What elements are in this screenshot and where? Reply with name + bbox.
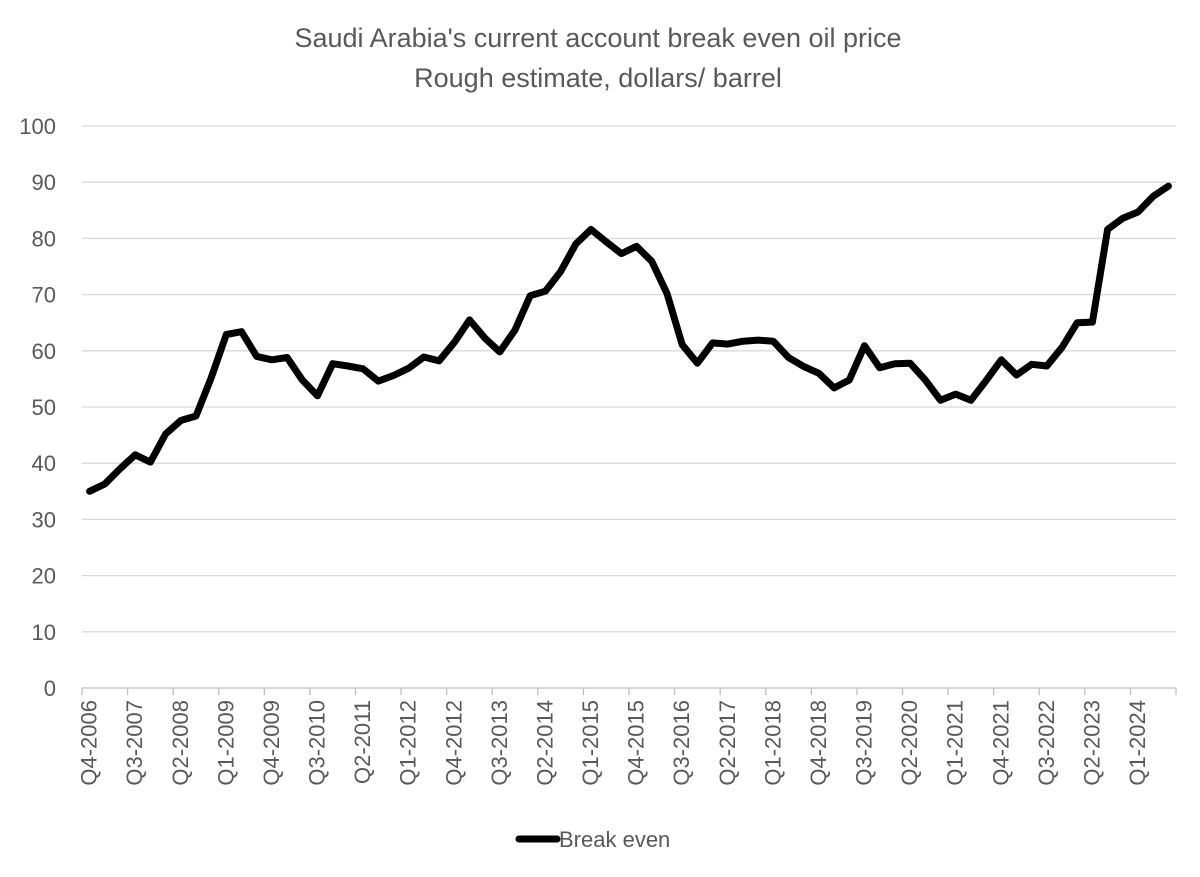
y-tick-label: 0 — [44, 676, 56, 701]
y-tick-label: 90 — [32, 170, 56, 195]
x-tick-label: Q2-2023 — [1079, 700, 1104, 786]
x-tick-label: Q2-2017 — [715, 700, 740, 786]
x-tick-label: Q1-2021 — [943, 700, 968, 786]
x-tick-label: Q2-2020 — [897, 700, 922, 786]
y-tick-label: 40 — [32, 451, 56, 476]
x-tick-label: Q3-2013 — [487, 700, 512, 786]
x-tick-label: Q4-2018 — [806, 700, 831, 786]
x-axis — [81, 687, 1177, 695]
chart-subtitle: Rough estimate, dollars/ barrel — [414, 63, 782, 93]
x-tick-label: Q4-2012 — [441, 700, 466, 786]
x-tick-label: Q4-2009 — [259, 700, 284, 786]
y-tick-label: 80 — [32, 226, 56, 251]
x-tick-label: Q2-2014 — [532, 700, 557, 786]
chart-title: Saudi Arabia's current account break eve… — [295, 23, 902, 53]
x-tick-label: Q3-2007 — [122, 700, 147, 786]
x-tick-label: Q3-2022 — [1034, 700, 1059, 786]
y-tick-label: 100 — [19, 114, 56, 139]
x-tick-label: Q1-2015 — [578, 700, 603, 786]
y-tick-label: 60 — [32, 339, 56, 364]
x-tick-label: Q2-2008 — [168, 700, 193, 786]
y-tick-label: 30 — [32, 507, 56, 532]
x-tick-label: Q1-2024 — [1125, 700, 1150, 786]
series-lines — [86, 182, 1172, 495]
x-tick-label: Q2-2011 — [350, 700, 375, 784]
x-tick-label: Q3-2016 — [669, 700, 694, 786]
x-tick-label: Q1-2012 — [396, 700, 421, 786]
y-tick-label: 20 — [32, 564, 56, 589]
series-line-break-even — [86, 182, 1172, 495]
x-tick-label: Q1-2018 — [760, 700, 785, 786]
x-tick-label: Q4-2006 — [77, 700, 102, 786]
y-tick-label: 50 — [32, 395, 56, 420]
y-tick-label: 10 — [32, 620, 56, 645]
x-tick-label: Q4-2021 — [988, 700, 1013, 786]
x-tick-label: Q3-2019 — [852, 700, 877, 786]
legend: Break even — [515, 827, 670, 852]
y-axis-tick-labels: 0 10 20 30 40 50 60 70 80 90 100 — [19, 114, 56, 701]
gridlines — [82, 125, 1176, 633]
x-axis-tick-labels: Q4-2006 Q3-2007 Q2-2008 Q1-2009 Q4-2009 Q3-20… — [77, 700, 1150, 786]
x-tick-label: Q4-2015 — [624, 700, 649, 786]
y-tick-label: 70 — [32, 283, 56, 308]
x-tick-label: Q1-2009 — [213, 700, 238, 786]
x-tick-label: Q3-2010 — [305, 700, 330, 786]
legend-label-break-even: Break even — [559, 827, 670, 852]
